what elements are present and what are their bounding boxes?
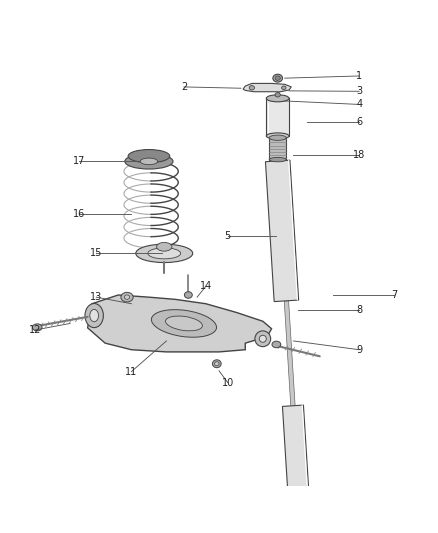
Text: 1: 1 — [356, 71, 362, 81]
Ellipse shape — [121, 292, 133, 302]
Ellipse shape — [249, 86, 254, 90]
Ellipse shape — [269, 135, 286, 140]
Text: 12: 12 — [29, 325, 41, 335]
Text: 6: 6 — [356, 117, 362, 127]
Text: 14: 14 — [200, 281, 212, 291]
Ellipse shape — [85, 303, 103, 328]
Ellipse shape — [128, 150, 170, 163]
Text: 4: 4 — [356, 100, 362, 109]
Ellipse shape — [255, 331, 271, 346]
Ellipse shape — [140, 158, 158, 165]
Text: 10: 10 — [222, 377, 234, 387]
Text: 8: 8 — [356, 305, 362, 316]
Ellipse shape — [269, 157, 286, 162]
Ellipse shape — [266, 95, 289, 102]
Ellipse shape — [282, 86, 286, 90]
Ellipse shape — [266, 133, 289, 139]
Text: 9: 9 — [356, 345, 362, 355]
Text: 2: 2 — [181, 82, 187, 92]
Ellipse shape — [157, 243, 172, 251]
Ellipse shape — [272, 341, 281, 348]
Bar — [266, 98, 289, 136]
Ellipse shape — [215, 362, 219, 366]
Text: 15: 15 — [90, 248, 102, 259]
Polygon shape — [88, 295, 272, 352]
Ellipse shape — [212, 360, 221, 368]
Polygon shape — [284, 301, 300, 494]
Ellipse shape — [136, 244, 193, 263]
Text: 3: 3 — [356, 86, 362, 96]
Ellipse shape — [152, 310, 216, 337]
Ellipse shape — [273, 74, 283, 82]
Ellipse shape — [90, 310, 99, 322]
Ellipse shape — [275, 93, 280, 97]
Text: 5: 5 — [225, 231, 231, 241]
Ellipse shape — [32, 324, 42, 331]
Text: 16: 16 — [73, 209, 85, 219]
Ellipse shape — [125, 154, 173, 169]
Ellipse shape — [184, 292, 192, 298]
Ellipse shape — [259, 335, 266, 342]
Text: 13: 13 — [90, 292, 102, 302]
Ellipse shape — [124, 295, 130, 300]
Polygon shape — [283, 405, 311, 520]
Bar — [269, 138, 286, 159]
Polygon shape — [243, 84, 291, 92]
Text: 18: 18 — [353, 150, 365, 160]
Polygon shape — [265, 160, 299, 302]
Ellipse shape — [148, 248, 180, 259]
Text: 17: 17 — [73, 156, 85, 166]
Ellipse shape — [275, 76, 280, 80]
Ellipse shape — [166, 316, 202, 331]
Text: 11: 11 — [125, 367, 138, 377]
Text: 7: 7 — [391, 290, 397, 300]
